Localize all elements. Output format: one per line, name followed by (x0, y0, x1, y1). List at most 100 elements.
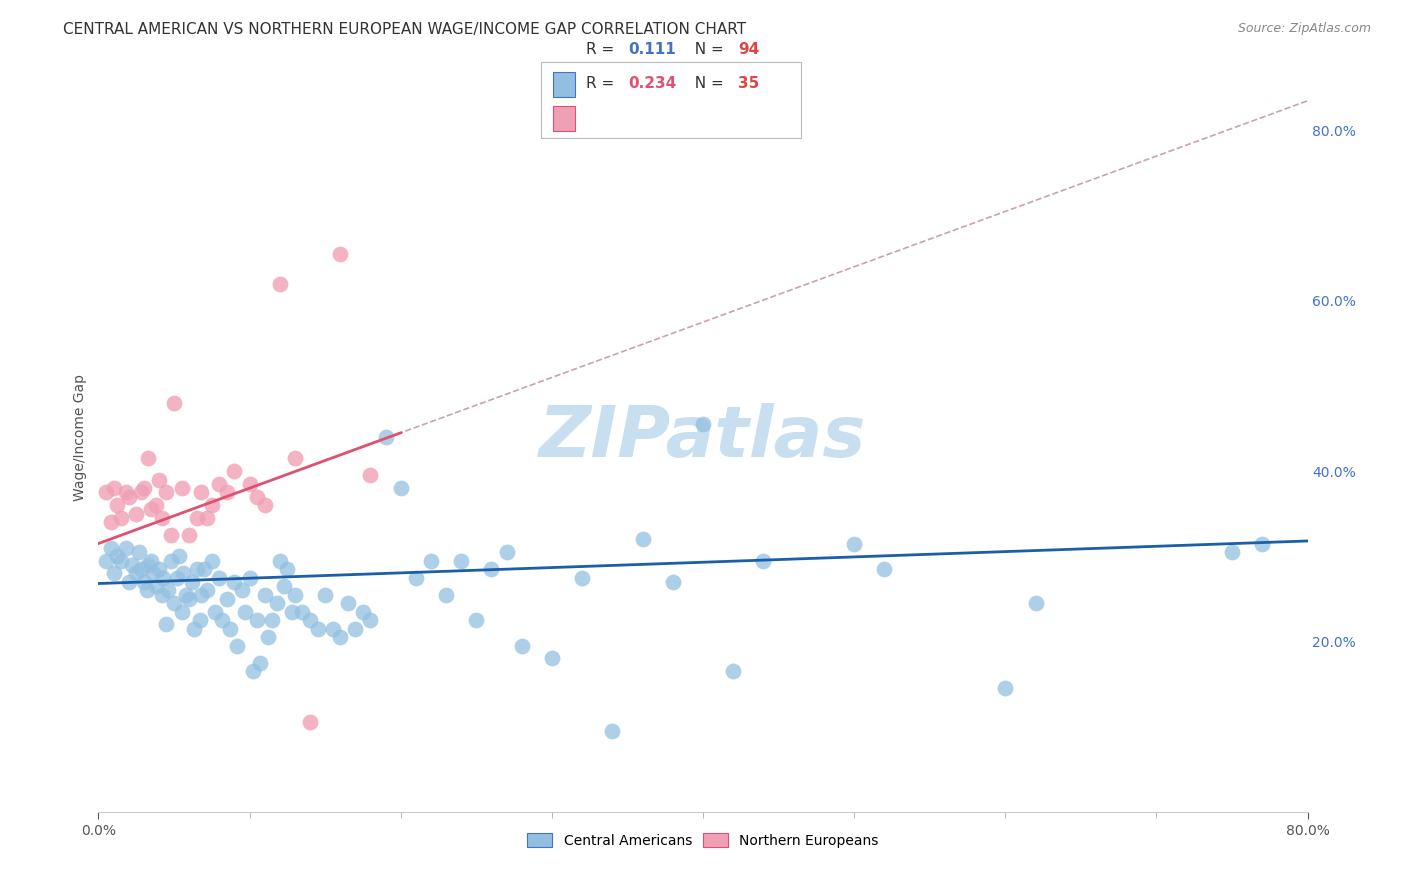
Point (329, 630, 352, 644)
Point (183, 622, 205, 636)
Point (269, 553, 291, 567)
Point (110, 553, 132, 567)
Point (156, 583, 179, 598)
Point (631, 533, 654, 547)
Point (208, 571, 231, 585)
Point (160, 528, 183, 542)
Point (215, 591, 238, 606)
Point (125, 507, 148, 521)
Point (752, 553, 775, 567)
Point (195, 511, 218, 525)
Point (125, 566, 148, 581)
Point (148, 473, 170, 487)
Point (145, 498, 167, 512)
Point (224, 464, 246, 478)
Point (314, 588, 336, 602)
Y-axis label: Wage/Income Gap: Wage/Income Gap (73, 374, 87, 500)
Point (329, 247, 352, 261)
Point (389, 481, 412, 495)
Point (661, 574, 683, 589)
Point (299, 715, 322, 730)
Text: R =: R = (586, 76, 620, 91)
Point (163, 596, 186, 610)
Point (128, 545, 150, 559)
Point (145, 579, 167, 593)
Text: N =: N = (685, 76, 728, 91)
Point (103, 566, 125, 581)
Point (94, 553, 117, 567)
Text: ZIPatlas: ZIPatlas (540, 402, 866, 472)
Point (141, 502, 163, 516)
Point (100, 541, 122, 555)
Point (193, 562, 215, 576)
Point (239, 476, 262, 491)
Point (211, 613, 233, 627)
Point (284, 451, 307, 466)
Point (307, 622, 329, 636)
Point (465, 613, 488, 627)
Point (121, 558, 143, 572)
Point (136, 558, 159, 572)
Point (110, 511, 132, 525)
Point (155, 617, 177, 632)
Text: CENTRAL AMERICAN VS NORTHERN EUROPEAN WAGE/INCOME GAP CORRELATION CHART: CENTRAL AMERICAN VS NORTHERN EUROPEAN WA… (63, 22, 747, 37)
Point (1220, 545, 1243, 559)
Point (174, 588, 197, 602)
Point (118, 574, 141, 589)
Point (242, 664, 264, 678)
Point (150, 511, 173, 525)
Point (142, 566, 165, 581)
Legend: Central Americans, Northern Europeans: Central Americans, Northern Europeans (522, 828, 884, 854)
Point (481, 562, 503, 576)
Point (129, 485, 152, 500)
Point (249, 656, 271, 670)
Point (276, 562, 298, 576)
Point (231, 583, 253, 598)
Point (224, 574, 246, 589)
Point (186, 511, 208, 525)
Point (344, 622, 367, 636)
Point (233, 605, 256, 619)
Point (186, 562, 208, 576)
Point (148, 562, 170, 576)
Point (246, 490, 269, 504)
Text: 94: 94 (738, 42, 759, 57)
Point (179, 591, 201, 606)
Point (510, 639, 533, 653)
Point (170, 605, 193, 619)
Point (190, 588, 212, 602)
Point (155, 485, 177, 500)
Point (692, 417, 714, 432)
Point (103, 481, 125, 495)
Point (129, 562, 152, 576)
Point (152, 571, 174, 585)
Point (94, 485, 117, 500)
Point (114, 541, 136, 555)
Point (132, 574, 155, 589)
Point (360, 468, 382, 483)
Point (299, 613, 322, 627)
Point (150, 588, 173, 602)
Point (135, 583, 157, 598)
Point (352, 605, 374, 619)
Point (166, 571, 188, 585)
Point (219, 622, 242, 636)
Point (188, 613, 211, 627)
Point (253, 588, 276, 602)
Point (450, 553, 472, 567)
Point (172, 566, 194, 581)
Point (374, 430, 396, 444)
Point (253, 498, 276, 512)
Point (201, 498, 224, 512)
Point (405, 571, 427, 585)
Point (136, 451, 159, 466)
Point (571, 571, 593, 585)
Point (215, 485, 238, 500)
Point (723, 664, 745, 678)
Text: 0.234: 0.234 (628, 76, 676, 91)
Point (195, 583, 218, 598)
Point (256, 630, 278, 644)
Point (322, 622, 344, 636)
Text: R =: R = (586, 42, 620, 57)
Point (105, 549, 128, 564)
